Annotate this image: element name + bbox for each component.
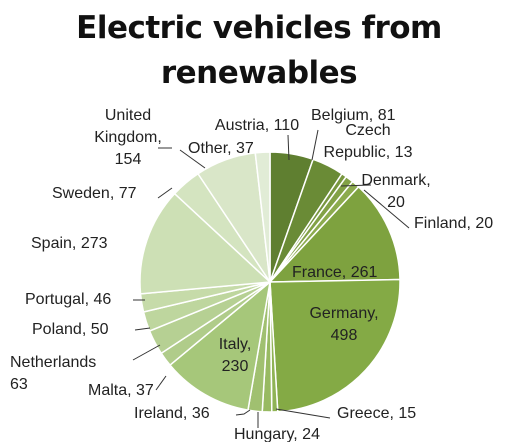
data-label-netherlands: Netherlands 63 bbox=[10, 354, 96, 393]
data-label-line: Austria, 110 bbox=[215, 117, 299, 134]
leader-line-other bbox=[179, 149, 206, 169]
data-label-line: 230 bbox=[222, 358, 249, 375]
leader-line-denmark bbox=[340, 184, 372, 187]
data-label-line: Greece, 15 bbox=[337, 405, 416, 422]
data-label-line: United bbox=[105, 107, 151, 124]
data-label-line: Italy, bbox=[219, 336, 252, 353]
pie-slice-other bbox=[254, 151, 271, 283]
data-label-line: France, 261 bbox=[292, 264, 377, 281]
pie-slice-spain bbox=[139, 192, 272, 295]
data-label-austria: Austria, 110 bbox=[215, 117, 299, 134]
data-label-line: 154 bbox=[115, 151, 142, 168]
leader-line-ireland bbox=[235, 409, 251, 416]
data-label-line: 63 bbox=[10, 376, 28, 393]
data-label-line: Spain, 273 bbox=[31, 235, 108, 252]
data-label-united-kingdom: United Kingdom, 154 bbox=[94, 107, 162, 168]
leader-line-greece bbox=[275, 408, 331, 419]
data-label-germany: Germany, 498 bbox=[309, 305, 378, 344]
leader-line-malta bbox=[155, 375, 167, 391]
data-label-line: Sweden, 77 bbox=[52, 185, 137, 202]
data-label-ireland: Ireland, 36 bbox=[134, 405, 210, 422]
data-label-line: Hungary, 24 bbox=[234, 426, 320, 442]
chart-title-line-1: Electric vehicles from bbox=[76, 10, 442, 46]
data-label-line: Portugal, 46 bbox=[25, 291, 111, 308]
data-label-italy: Italy, 230 bbox=[219, 336, 252, 375]
data-label-finland: Finland, 20 bbox=[414, 215, 493, 232]
data-label-portugal: Portugal, 46 bbox=[25, 291, 111, 308]
data-label-line: 498 bbox=[331, 327, 358, 344]
data-label-france: France, 261 bbox=[292, 264, 377, 281]
data-label-line: 20 bbox=[387, 194, 405, 211]
data-label-line: Kingdom, bbox=[94, 129, 162, 146]
data-label-line: Ireland, 36 bbox=[134, 405, 210, 422]
data-label-malta: Malta, 37 bbox=[88, 382, 154, 399]
chart-title-line-2: renewables bbox=[160, 55, 358, 91]
data-label-line: Finland, 20 bbox=[414, 215, 493, 232]
leader-line-sweden bbox=[157, 187, 173, 199]
leader-line-poland bbox=[134, 327, 151, 331]
data-label-hungary: Hungary, 24 bbox=[234, 426, 320, 442]
data-label-line: Belgium, 81 bbox=[311, 107, 396, 124]
data-label-line: Netherlands bbox=[10, 354, 96, 371]
pie-slice-france bbox=[268, 185, 401, 283]
pie-slice-italy bbox=[168, 280, 272, 411]
pie-slice-germany bbox=[269, 278, 401, 413]
data-label-poland: Poland, 50 bbox=[32, 321, 109, 338]
data-label-czech-republic: Czech Republic, 13 bbox=[324, 122, 413, 161]
data-label-denmark: Denmark, 20 bbox=[361, 172, 430, 211]
pie-slices bbox=[139, 151, 401, 413]
leader-line-belgium bbox=[311, 129, 319, 161]
data-label-line: Republic, 13 bbox=[324, 144, 413, 161]
data-label-line: Malta, 37 bbox=[88, 382, 154, 399]
leader-line-austria bbox=[287, 134, 290, 161]
leader-line-finland bbox=[363, 189, 410, 229]
leader-line-netherlands bbox=[132, 344, 161, 361]
data-label-line: Czech bbox=[345, 122, 390, 139]
data-label-greece: Greece, 15 bbox=[337, 405, 416, 422]
data-label-belgium: Belgium, 81 bbox=[311, 107, 396, 124]
data-label-other: Other, 37 bbox=[188, 140, 254, 157]
data-label-sweden: Sweden, 77 bbox=[52, 185, 137, 202]
data-label-spain: Spain, 273 bbox=[31, 235, 108, 252]
data-label-line: Other, 37 bbox=[188, 140, 254, 157]
data-label-line: Germany, bbox=[309, 305, 378, 322]
data-label-line: Poland, 50 bbox=[32, 321, 109, 338]
data-label-line: Denmark, bbox=[361, 172, 430, 189]
